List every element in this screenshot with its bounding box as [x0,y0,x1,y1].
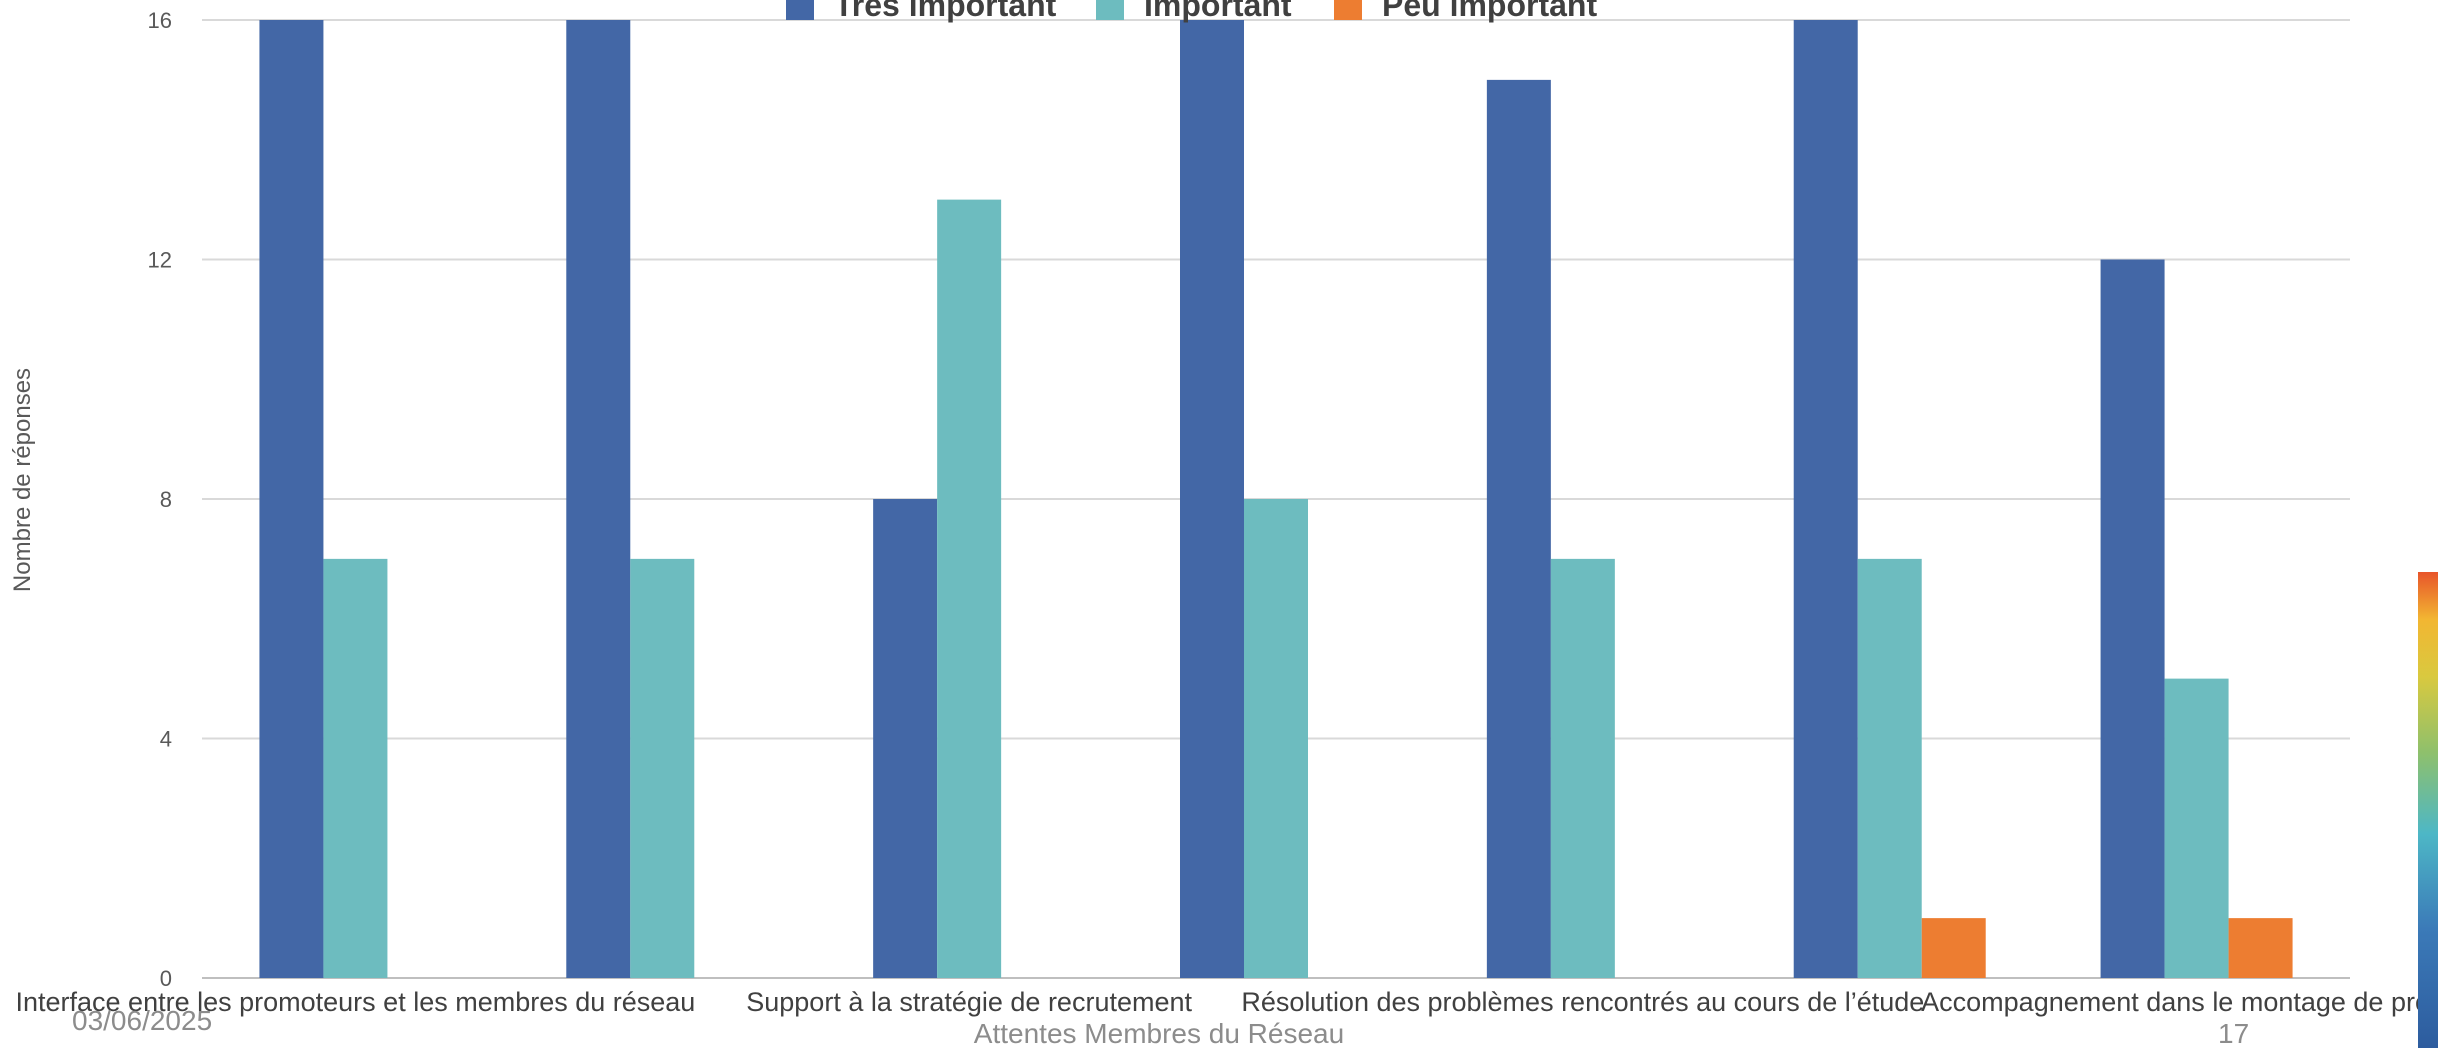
category-label: Interface entre les promoteurs et les me… [16,987,696,1017]
bar [1793,20,1858,978]
legend-swatch [1334,0,1362,20]
legend-label: Important [1144,0,1292,23]
y-tick-label: 8 [160,487,172,512]
category-label: Résolution des problèmes rencontrés au c… [1241,987,1924,1017]
page-number: 17 [2218,1018,2250,1049]
x-axis-categories: Interface entre les promoteurs et les me… [16,987,2438,1017]
bar [259,20,324,978]
bar [873,499,938,978]
bar [323,558,388,978]
legend: Très important Important Peu important [786,0,1597,23]
footer-date: 03/06/2025 [72,1005,213,1036]
bar [2164,678,2229,978]
legend-label: Peu important [1382,0,1597,23]
bar [2228,918,2293,978]
bar [1550,558,1615,978]
legend-label: Très important [834,0,1057,23]
category-label: Support à la stratégie de recrutement [746,987,1192,1017]
y-tick-label: 4 [160,727,172,752]
y-tick-label: 0 [160,966,172,991]
y-axis-title: Nombre de réponses [9,368,36,592]
bars [259,20,2293,978]
legend-swatch [786,0,814,20]
decorative-color-strip [2418,572,2438,1048]
y-tick-label: 16 [148,8,172,33]
y-tick-label: 12 [148,248,172,273]
bar [1857,558,1922,978]
bar [1486,79,1551,978]
bar [1180,20,1244,978]
y-axis-ticks: 0 4 8 12 16 [148,8,172,991]
bar [630,558,695,978]
legend-swatch [1096,0,1124,20]
bar [1244,499,1308,978]
bar [2100,259,2165,978]
footer-title: Attentes Membres du Réseau [973,1018,1345,1049]
bar [937,199,1002,978]
category-label: Accompagnement dans le montage de projet… [1921,987,2438,1017]
bar [566,20,631,978]
bar [1921,918,1986,978]
